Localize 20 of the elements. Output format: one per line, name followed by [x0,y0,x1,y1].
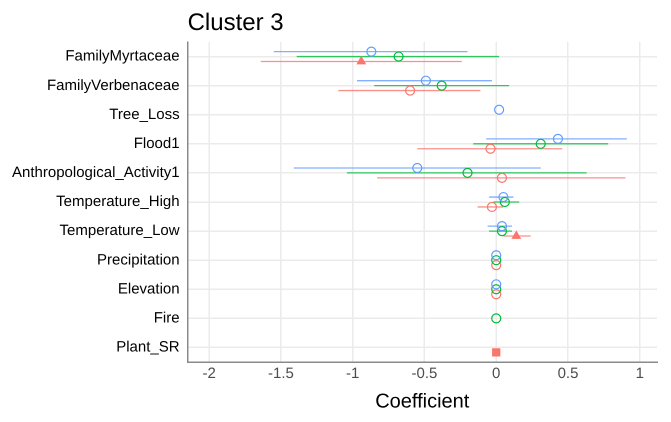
x-tick-label: 0 [492,365,500,382]
y-tick-label: Fire [154,310,180,327]
y-tick-label: Precipitation [97,251,180,268]
x-tick-label: -0.5 [412,365,438,382]
y-tick-label: FamilyMyrtaceae [65,48,180,65]
y-tick-label: Temperature_High [56,193,180,210]
x-tick-label: -1.5 [268,365,294,382]
y-tick-label: Anthropological_Activity1 [12,164,180,182]
y-tick-label: Flood1 [134,134,180,152]
x-tick-label: 1 [636,365,644,382]
y-tick-label: Tree_Loss [109,106,180,123]
x-tick-label: -2 [202,365,216,382]
y-tick-label: Elevation [118,280,180,298]
chart-title: Cluster 3 [188,9,284,36]
y-tick-label: FamilyVerbenaceae [47,76,180,94]
y-tick-label: Plant_SR [116,338,180,356]
x-tick-label: 0.5 [558,365,578,382]
y-tick-label: Temperature_Low [60,222,180,240]
x-tick-label: -1 [346,365,360,382]
x-axis-title: Coefficient [375,390,470,413]
